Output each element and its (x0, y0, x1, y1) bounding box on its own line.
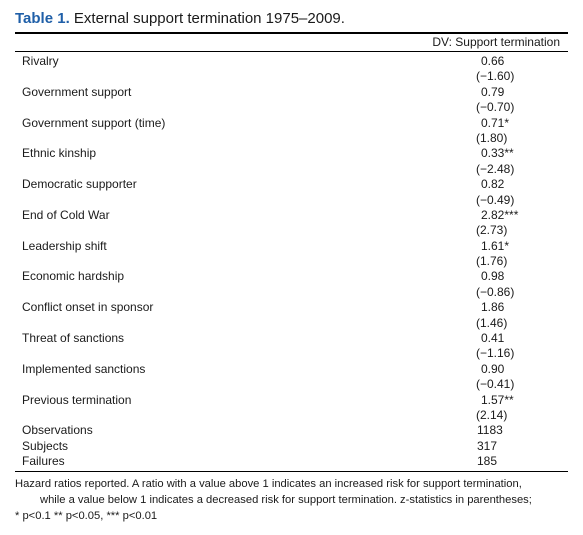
z-statistic: (2.73) (476, 223, 508, 238)
table-row: Previous termination 1.57** (0, 393, 583, 408)
bottom-rule (15, 471, 568, 473)
z-statistic: (−0.41) (476, 377, 515, 392)
table-row: Democratic supporter 0.82 (0, 177, 583, 192)
z-statistic: (−1.60) (476, 69, 515, 84)
variable-name: Implemented sanctions (22, 361, 146, 376)
table-row-zstat: (2.14) (0, 408, 583, 423)
stat-value: 185 (477, 454, 498, 469)
hazard-ratio: 0.90 (481, 361, 505, 376)
hazard-ratio: 2.82*** (481, 207, 519, 222)
table-row: Government support 0.79 (0, 85, 583, 100)
variable-name: Democratic supporter (22, 177, 137, 192)
table-note: Hazard ratios reported. A ratio with a v… (15, 476, 568, 524)
z-statistic: (1.76) (476, 254, 508, 269)
z-statistic: (1.46) (476, 315, 508, 330)
table-row: Leadership shift 1.61* (0, 239, 583, 254)
table-title: External support termination 1975–2009. (73, 10, 345, 27)
table-row-zstat: (−1.60) (0, 69, 583, 84)
table-row-zstat: (−0.41) (0, 377, 583, 392)
table-row: Implemented sanctions 0.90 (0, 362, 583, 377)
table-row: Ethnic kinship 0.33** (0, 146, 583, 161)
hazard-ratio: 1.57** (481, 392, 514, 407)
stats-row: Subjects 317 (0, 439, 583, 454)
z-statistic: (−1.16) (476, 346, 515, 361)
hazard-ratio: 0.98 (481, 269, 505, 284)
variable-name: Economic hardship (22, 269, 125, 284)
table-row-zstat: (−2.48) (0, 162, 583, 177)
z-statistic: (−0.86) (476, 284, 515, 299)
stat-value: 1183 (477, 423, 503, 438)
variable-name: Government support (time) (22, 115, 166, 130)
note-line-2: while a value below 1 indicates a decrea… (40, 494, 532, 506)
table-row-zstat: (1.80) (0, 131, 583, 146)
stat-name: Subjects (22, 438, 69, 453)
hazard-ratio: 1.86 (481, 300, 505, 315)
dependent-variable-header: DV: Support termination (432, 35, 560, 49)
variable-name: Rivalry (22, 54, 59, 68)
variable-name: Government support (22, 84, 132, 99)
table-row: Economic hardship 0.98 (0, 269, 583, 284)
note-line-1: Hazard ratios reported. A ratio with a v… (15, 478, 522, 490)
hazard-ratio: 0.33** (481, 146, 514, 161)
stats-row: Observations 1183 (0, 423, 583, 438)
hazard-ratio: 0.82 (481, 177, 505, 192)
table-label: Table 1. (15, 10, 70, 27)
table-row-zstat: (−0.49) (0, 193, 583, 208)
table-caption: Table 1. External support termination 19… (15, 9, 345, 29)
hazard-ratio: 0.79 (481, 84, 505, 99)
variable-name: Previous termination (22, 392, 132, 407)
note-line-3: * p<0.1 ** p<0.05, *** p<0.01 (15, 510, 158, 522)
table-row-zstat: (−1.16) (0, 346, 583, 361)
table-row-zstat: (2.73) (0, 223, 583, 238)
table-body: Rivalry 0.66 (−1.60) Government support 0.79… (0, 54, 583, 470)
stat-name: Observations (22, 423, 93, 438)
variable-name: Conflict onset in sponsor (22, 300, 154, 315)
table-row-zstat: (1.46) (0, 316, 583, 331)
table-row-zstat: (−0.70) (0, 100, 583, 115)
hazard-ratio: 0.41 (481, 331, 505, 346)
table-row: Threat of sanctions 0.41 (0, 331, 583, 346)
table-row-zstat: (1.76) (0, 254, 583, 269)
z-statistic: (−0.49) (476, 192, 515, 207)
table-row: Government support (time) 0.71* (0, 116, 583, 131)
table-row: End of Cold War 2.82*** (0, 208, 583, 223)
table-row: Conflict onset in sponsor 1.86 (0, 300, 583, 315)
variable-name: End of Cold War (22, 207, 110, 222)
stat-name: Failures (22, 454, 65, 469)
hazard-ratio: 0.71* (481, 115, 510, 130)
variable-name: Threat of sanctions (22, 331, 125, 346)
variable-name: Ethnic kinship (22, 146, 97, 161)
table-row-zstat: (−0.86) (0, 285, 583, 300)
z-statistic: (−2.48) (476, 161, 515, 176)
variable-name: Leadership shift (22, 238, 107, 253)
stat-value: 317 (477, 438, 498, 453)
header-rule (15, 51, 568, 52)
top-rule (15, 32, 568, 34)
table-row: Rivalry 0.66 (0, 54, 583, 69)
z-statistic: (1.80) (476, 130, 508, 145)
z-statistic: (2.14) (476, 407, 508, 422)
hazard-ratio: 1.61* (481, 238, 510, 253)
stats-row: Failures 185 (0, 454, 583, 469)
z-statistic: (−0.70) (476, 100, 515, 115)
hazard-ratio: 0.66 (481, 54, 505, 68)
